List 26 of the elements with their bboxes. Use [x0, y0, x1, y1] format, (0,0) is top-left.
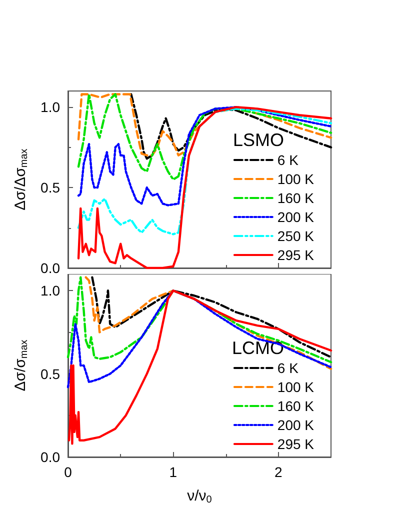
line-series	[77, 106, 332, 206]
legend-label: 200 K	[277, 417, 315, 433]
annotation: LSMO	[232, 130, 284, 150]
y-tick-label: 1.0	[40, 99, 60, 116]
y-tick-label: 0.0	[40, 449, 60, 465]
legend-label: 6 K	[277, 152, 300, 168]
y-axis-title: Δσ/Δσmax	[12, 148, 30, 210]
legend-label: 100 K	[277, 379, 315, 395]
y-tick-label: 0.0	[40, 260, 60, 276]
legend-label: 160 K	[277, 398, 315, 414]
y-tick-label: 1.0	[40, 282, 60, 299]
x-tick-label: 0	[64, 464, 72, 480]
legend-label: 100 K	[277, 171, 315, 187]
legend-label: 295 K	[277, 436, 315, 452]
line-series	[77, 106, 332, 270]
x-tick-label: 2	[274, 464, 282, 480]
legend-label: 160 K	[277, 190, 315, 206]
y-tick-label: 0.5	[40, 180, 60, 196]
y-axis-title: Δσ/σmax	[12, 340, 30, 392]
line-series	[77, 93, 332, 156]
legend-label: 250 K	[277, 228, 315, 244]
x-tick-label: 1	[169, 464, 178, 480]
legend-label: 6 K	[277, 360, 300, 376]
y-tick-label: 0.5	[40, 366, 60, 382]
legend-label: 200 K	[277, 209, 315, 225]
legend-label: 295 K	[277, 247, 315, 263]
